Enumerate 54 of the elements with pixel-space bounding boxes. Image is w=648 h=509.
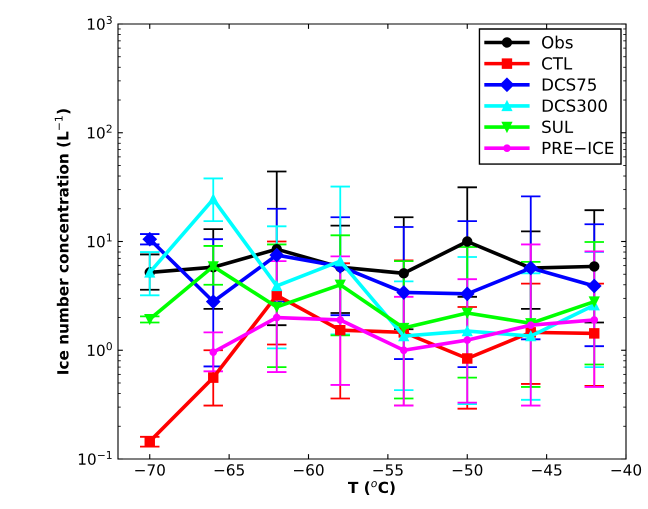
point	[272, 280, 282, 292]
point	[209, 348, 218, 356]
point	[335, 256, 346, 266]
point	[590, 316, 598, 324]
point	[142, 232, 157, 246]
point	[335, 324, 346, 336]
y-tick-label: 10$^{−1}$	[78, 451, 112, 465]
point	[526, 321, 535, 330]
x-tick-label: −45	[532, 464, 562, 476]
x-tick-label: −40	[611, 464, 642, 476]
y-tick-label: 10$^{1}$	[88, 234, 112, 248]
legend-label: Obs	[542, 36, 573, 49]
point	[462, 326, 472, 336]
point	[460, 286, 474, 301]
point	[463, 336, 472, 344]
y-tick-label: 10$^{3}$	[88, 16, 112, 30]
legend-label: PRE−ICE	[542, 142, 614, 154]
legend-label: SUL	[542, 120, 574, 134]
point	[400, 346, 408, 354]
x-tick-label: −55	[373, 464, 403, 476]
point	[587, 278, 602, 294]
point	[270, 248, 284, 262]
point	[144, 314, 155, 324]
point	[462, 353, 472, 364]
point	[398, 268, 409, 279]
x-tick-label: −50	[452, 464, 482, 476]
y-axis-title: Ice number concentration (L$^{−1}$)	[54, 109, 70, 374]
point	[272, 314, 281, 322]
legend-label: CTL	[542, 57, 572, 70]
point	[144, 436, 155, 447]
legend-label: DCS300	[542, 99, 607, 112]
point	[335, 280, 346, 290]
point	[206, 294, 220, 309]
point	[526, 330, 536, 342]
x-tick-label: −65	[214, 464, 244, 476]
point	[462, 236, 472, 247]
y-tick-label: 10$^{2}$	[88, 124, 112, 139]
point	[589, 296, 600, 307]
point	[396, 285, 411, 300]
legend-label: DCS75	[542, 78, 596, 91]
x-tick-label: −70	[135, 464, 165, 476]
point	[589, 328, 600, 339]
point	[272, 290, 282, 301]
point	[208, 194, 218, 204]
point	[398, 322, 409, 334]
x-tick-label: −60	[294, 464, 324, 476]
point	[272, 302, 282, 312]
point	[208, 372, 218, 383]
x-axis-title: T ($^{o}$C)	[348, 481, 395, 495]
y-tick-label: 10$^{0}$	[88, 342, 112, 356]
point	[398, 330, 409, 342]
point	[336, 316, 344, 324]
point	[589, 261, 600, 272]
point	[462, 308, 472, 318]
